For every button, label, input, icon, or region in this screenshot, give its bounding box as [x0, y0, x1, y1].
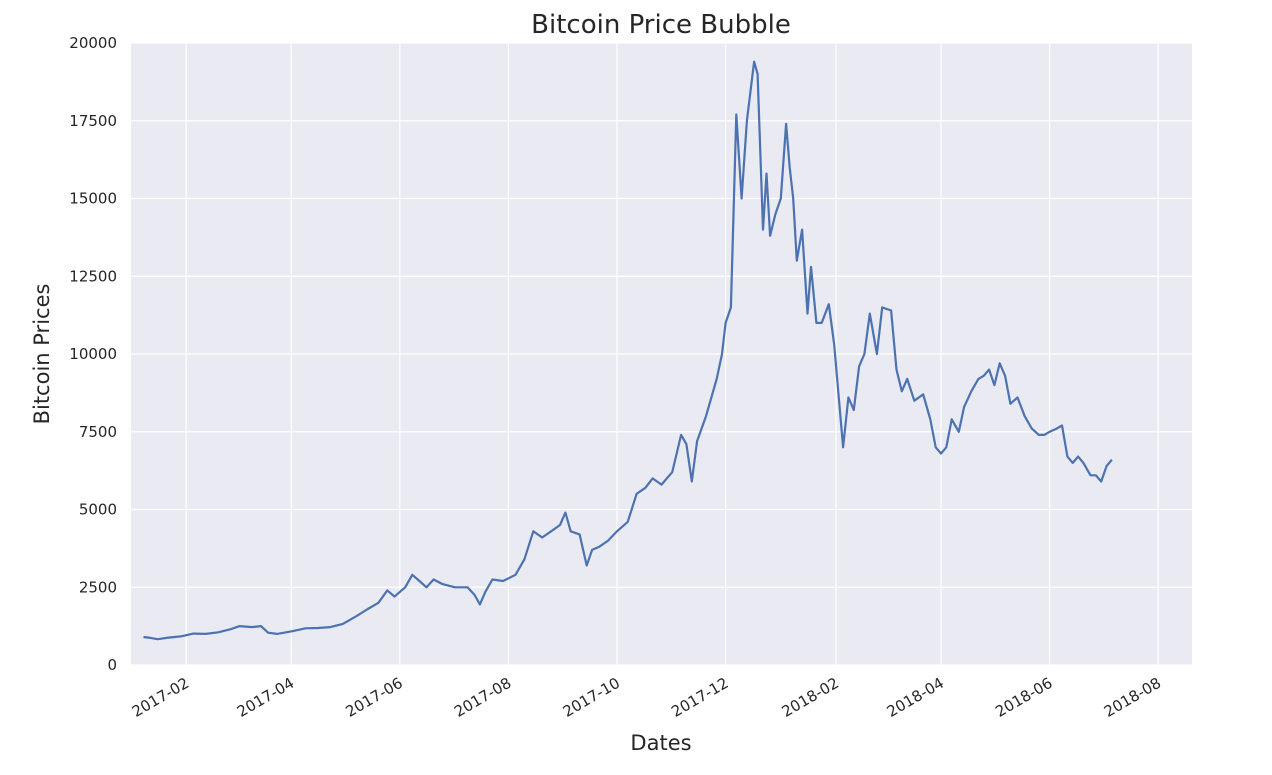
x-tick-label: 2018-06	[992, 674, 1055, 721]
y-tick-label: 17500	[69, 112, 117, 130]
y-tick-label: 12500	[69, 267, 117, 285]
y-tick-label: 7500	[79, 423, 117, 441]
x-tick-label: 2017-10	[560, 674, 623, 721]
x-tick-label: 2018-08	[1101, 674, 1164, 721]
x-tick-label: 2017-06	[343, 674, 406, 721]
series-line	[143, 60, 1113, 641]
x-tick-label: 2017-12	[668, 674, 731, 721]
y-axis-label: Bitcoin Prices	[30, 284, 54, 425]
x-axis-label: Dates	[630, 731, 691, 755]
x-tick-label: 2018-04	[884, 674, 947, 721]
y-tick-label: 10000	[69, 345, 117, 363]
y-tick-label: 15000	[69, 190, 117, 208]
y-tick-label: 0	[107, 656, 117, 674]
chart-title: Bitcoin Price Bubble	[531, 10, 791, 40]
y-tick-label: 2500	[79, 578, 117, 596]
y-tick-label: 20000	[69, 34, 117, 52]
x-tick-label: 2017-08	[451, 674, 514, 721]
x-tick-labels: 2017-02 2017-04 2017-06 2017-08 2017-10 2017-…	[129, 674, 1164, 721]
x-tick-label: 2017-02	[129, 674, 192, 721]
x-tick-label: 2018-02	[779, 674, 842, 721]
y-tick-labels: 0 2500 5000 7500 10000 12500 15000 17500 20000	[69, 34, 117, 674]
x-tick-label: 2017-04	[234, 674, 297, 721]
y-tick-label: 5000	[79, 501, 117, 519]
grid	[131, 42, 1192, 666]
